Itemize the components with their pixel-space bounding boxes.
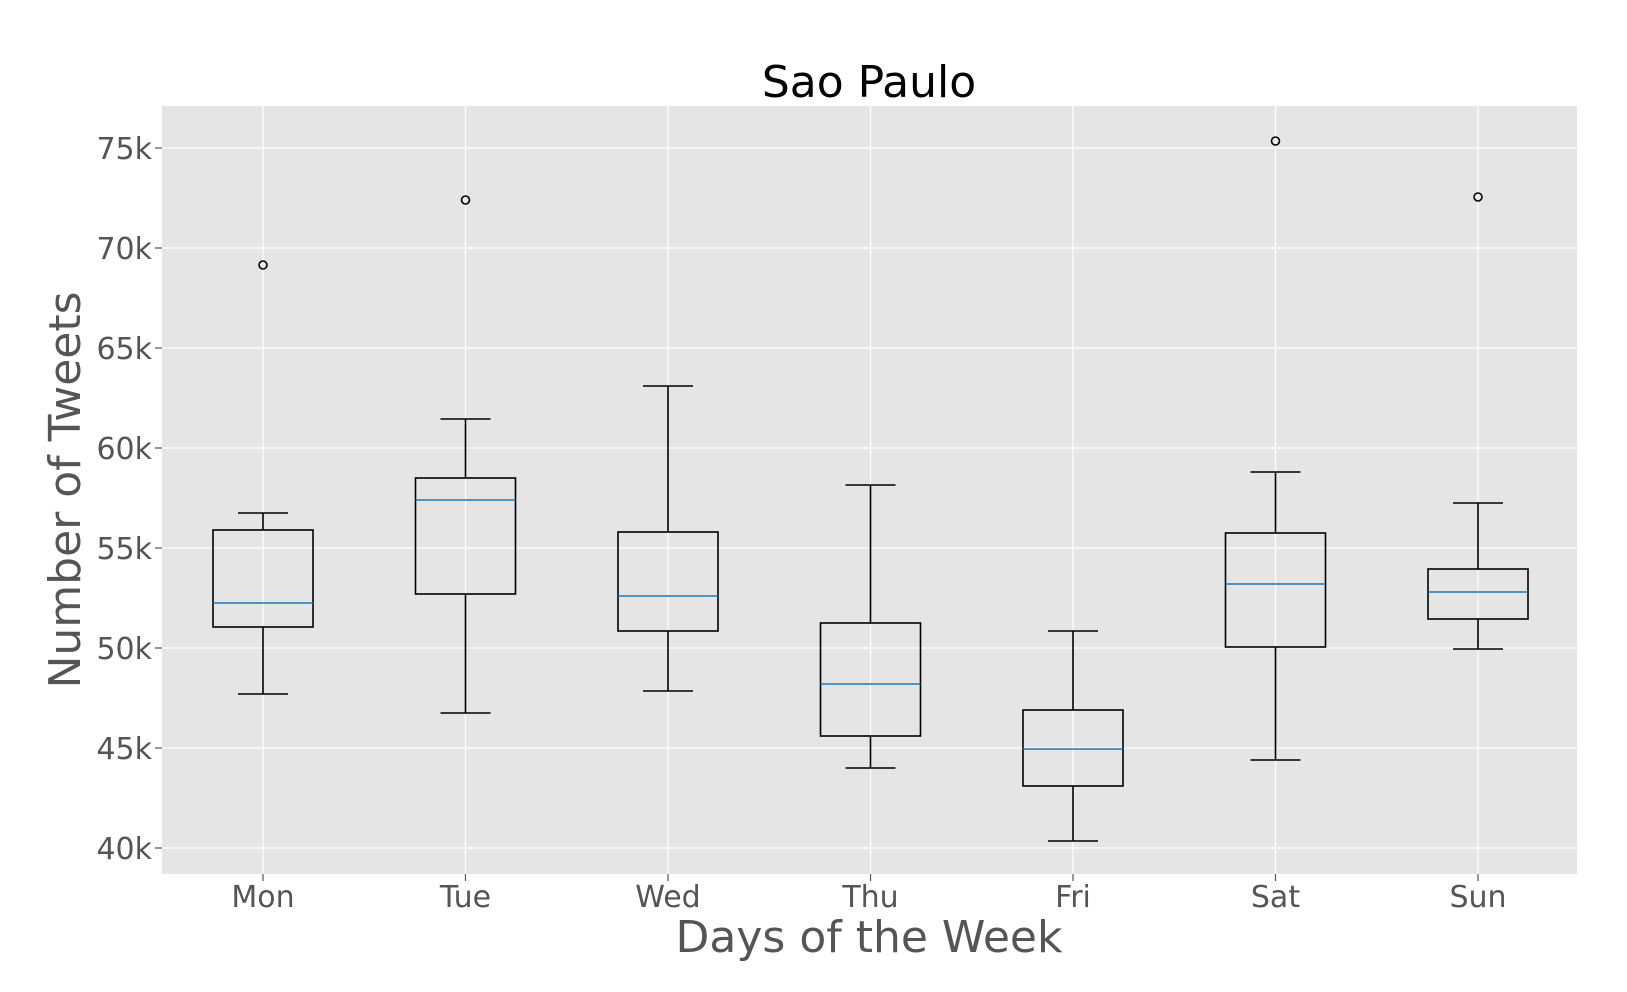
iqr-box (617, 531, 719, 632)
outlier-point (1473, 192, 1483, 202)
x-tick-label: Sat (1251, 880, 1300, 915)
y-tick-label: 55k (96, 532, 152, 567)
x-tick-label: Wed (635, 880, 700, 915)
iqr-box (1022, 709, 1124, 787)
iqr-box (819, 622, 922, 737)
outlier-point (258, 260, 268, 270)
box-group-sat (1224, 136, 1327, 761)
outlier-point (1270, 136, 1281, 146)
y-axis-label: Number of Tweets (40, 291, 91, 688)
box-group-fri (1022, 630, 1124, 842)
box-group-wed (617, 385, 719, 692)
box-group-thu (819, 484, 922, 769)
outlier-point (460, 195, 471, 205)
y-tick-label: 45k (96, 732, 152, 767)
x-tick-label: Sun (1449, 880, 1506, 915)
iqr-box (1427, 568, 1529, 620)
box-group-mon (212, 260, 314, 695)
iqr-box (1224, 532, 1327, 648)
y-tick-label: 75k (96, 132, 152, 167)
y-tick-label: 60k (96, 432, 152, 467)
x-axis-label: Days of the Week (676, 912, 1063, 963)
boxes (212, 136, 1529, 842)
x-tick-label: Tue (439, 880, 491, 915)
y-tick-label: 40k (96, 832, 152, 867)
box-group-tue (414, 195, 517, 714)
y-tick-label: 50k (96, 632, 152, 667)
chart-title: Sao Paulo (762, 57, 976, 108)
iqr-box (414, 477, 517, 595)
x-tick-label: Fri (1055, 880, 1091, 915)
axis-ticks: 40k 45k 50k 55k 60k 65k 70k 75k Mon Tue Wed Thu Fri S… (96, 132, 1506, 915)
y-tick-label: 65k (96, 332, 152, 367)
iqr-box (212, 529, 314, 628)
x-tick-label: Thu (841, 880, 898, 915)
x-tick-label: Mon (231, 880, 294, 915)
plot-area (162, 106, 1577, 874)
y-tick-label: 70k (96, 232, 152, 267)
box-group-sun (1427, 192, 1529, 650)
